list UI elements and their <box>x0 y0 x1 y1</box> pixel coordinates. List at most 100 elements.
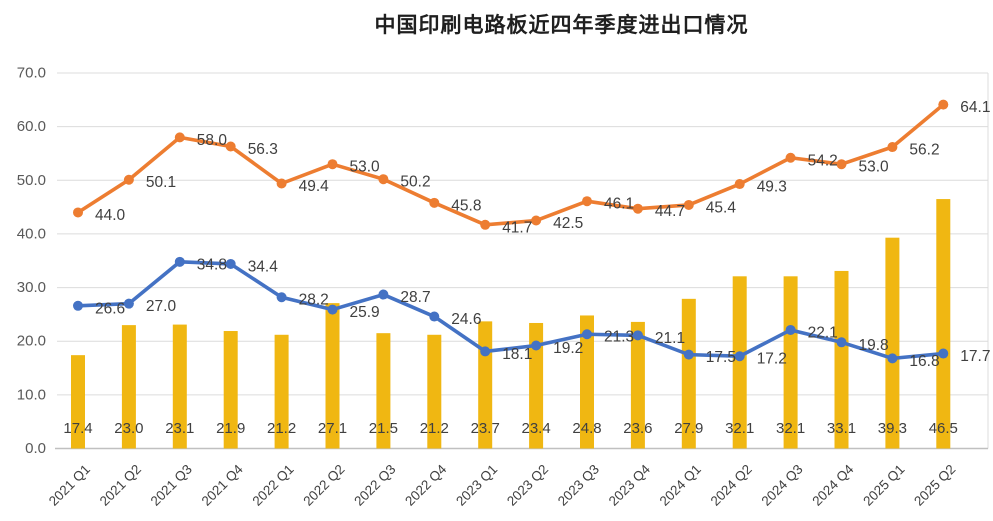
data-point-label: 56.2 <box>909 142 939 159</box>
data-point-marker <box>582 196 592 207</box>
x-axis-tick-label: 2022 Q2 <box>300 462 347 509</box>
data-point-marker <box>378 289 389 300</box>
bar <box>376 333 391 449</box>
x-axis-tick-label: 2024 Q1 <box>657 462 704 509</box>
bar <box>274 334 289 449</box>
bar-value-label: 23.0 <box>114 420 143 437</box>
y-axis-tick-label: 50.0 <box>17 172 46 189</box>
bar-value-label: 39.3 <box>878 420 907 437</box>
bar <box>223 331 238 449</box>
data-point-marker <box>887 353 898 364</box>
data-point-marker <box>225 141 236 152</box>
x-axis-tick-label: 2024 Q2 <box>708 462 755 509</box>
data-point-label: 50.2 <box>400 174 430 191</box>
bar <box>936 199 951 449</box>
bar <box>529 322 544 449</box>
data-point-marker <box>836 159 847 170</box>
data-point-marker <box>123 298 134 309</box>
x-axis-tick-label: 2023 Q4 <box>606 461 654 509</box>
x-axis-tick-label: 2023 Q2 <box>504 462 551 509</box>
data-point-marker <box>582 329 592 340</box>
bar <box>580 315 594 449</box>
data-point-marker <box>429 311 440 322</box>
data-point-label: 17.7 <box>960 348 990 365</box>
y-axis-tick-label: 10.0 <box>17 386 46 403</box>
data-point-label: 21.3 <box>604 329 634 346</box>
x-axis-tick-label: 2021 Q4 <box>199 461 247 509</box>
data-point-marker <box>378 174 389 185</box>
data-point-marker <box>123 174 134 185</box>
data-point-label: 19.8 <box>859 337 889 354</box>
data-point-label: 27.0 <box>146 298 177 315</box>
line-series-2-path <box>76 260 946 361</box>
data-point-label: 53.0 <box>859 159 890 176</box>
data-point-label: 25.9 <box>350 304 380 321</box>
data-point-label: 21.1 <box>655 330 685 347</box>
bar <box>681 298 696 449</box>
data-point-label: 24.6 <box>451 311 481 328</box>
bar-value-label: 46.5 <box>929 420 958 437</box>
data-point-label: 34.8 <box>197 256 227 273</box>
bar <box>121 325 136 449</box>
y-axis-tick-label: 0.0 <box>25 440 46 457</box>
y-axis-tick-label: 70.0 <box>17 65 46 82</box>
bar-value-label: 32.1 <box>776 420 805 437</box>
data-point-label: 42.5 <box>553 215 583 232</box>
data-point-label: 44.7 <box>655 203 685 220</box>
bar-value-label: 23.6 <box>623 420 652 437</box>
data-point-marker <box>327 159 338 170</box>
bar-value-label: 33.1 <box>827 420 856 437</box>
data-point-label: 22.1 <box>808 324 838 341</box>
data-point-marker <box>73 207 83 218</box>
data-point-marker <box>429 197 440 208</box>
data-point-marker <box>480 219 491 230</box>
data-point-marker <box>938 348 949 359</box>
data-point-label: 49.3 <box>757 179 787 196</box>
data-point-marker <box>887 142 898 153</box>
bar <box>834 270 849 449</box>
x-axis-tick-label: 2021 Q3 <box>148 462 195 509</box>
chart-title: 中国印刷电路板近四年季度进出口情况 <box>374 14 749 37</box>
data-point-label: 17.2 <box>757 351 787 368</box>
bar-value-label: 23.4 <box>521 420 550 437</box>
data-point-label: 56.3 <box>248 141 278 158</box>
bar-value-label: 21.2 <box>267 420 296 437</box>
data-point-label: 58.0 <box>197 132 228 149</box>
bar-value-label: 27.1 <box>318 420 347 437</box>
data-point-marker <box>531 340 542 351</box>
data-point-marker <box>938 99 949 110</box>
data-point-marker <box>683 199 694 210</box>
x-axis-tick-label: 2024 Q4 <box>809 461 857 509</box>
x-axis-tick-label: 2024 Q3 <box>758 462 805 509</box>
data-point-label: 17.5 <box>706 349 736 366</box>
bar <box>427 334 442 449</box>
data-point-marker <box>734 351 745 362</box>
bar <box>71 355 85 449</box>
bar-value-label: 27.9 <box>674 420 703 437</box>
data-point-marker <box>734 179 745 190</box>
data-point-marker <box>836 337 847 348</box>
data-point-label: 41.7 <box>502 219 532 236</box>
data-point-marker <box>632 203 643 214</box>
bar <box>172 324 187 449</box>
data-point-label: 44.0 <box>95 207 126 224</box>
data-point-marker <box>683 349 694 360</box>
bar <box>630 321 645 449</box>
bar-value-label: 23.7 <box>471 420 500 437</box>
data-point-label: 34.4 <box>248 258 279 275</box>
data-point-label: 19.2 <box>553 340 583 357</box>
data-point-label: 45.8 <box>451 197 481 214</box>
bar <box>885 237 900 449</box>
y-axis-tick-label: 20.0 <box>17 333 46 350</box>
data-point-label: 46.1 <box>604 196 634 213</box>
data-point-marker <box>225 258 236 269</box>
data-point-label: 28.7 <box>400 289 430 306</box>
data-point-label: 28.2 <box>299 292 329 309</box>
x-axis-tick-label: 2025 Q2 <box>911 462 958 509</box>
bar <box>325 303 340 449</box>
data-point-marker <box>785 324 796 335</box>
bar-value-label: 21.9 <box>216 420 245 437</box>
data-point-label: 49.4 <box>299 178 330 195</box>
